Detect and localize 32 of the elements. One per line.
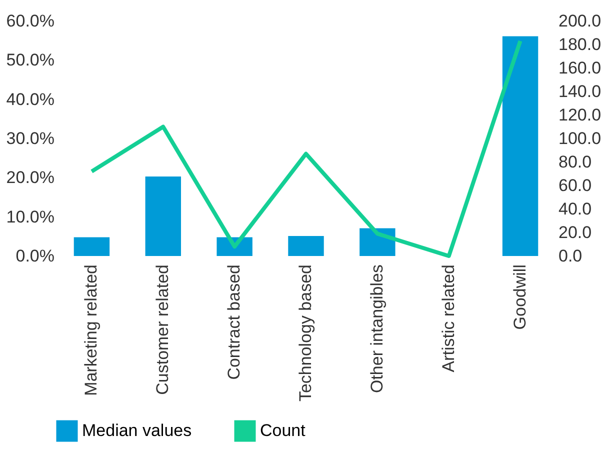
bar [288,236,324,256]
y2-tick-label: 60.0 [558,176,592,195]
y-tick-label: 20.0% [6,168,54,188]
y-tick-label: 40.0% [6,90,54,109]
x-tick-label: Artistic related [438,264,458,372]
line-series [90,38,522,258]
legend-label: Count [260,421,306,440]
x-tick-label: Customer related [153,264,172,395]
x-tick-label: Technology based [296,264,315,402]
x-tick-label: Other intangibles [367,264,386,394]
bar [145,176,181,256]
legend-label: Median values [82,421,192,440]
y-tick-label: 50.0% [6,50,54,70]
y-tick-label: 0.0% [16,246,54,266]
y-tick-label: 30.0% [6,129,54,148]
x-tick-label: Contract based [224,264,244,380]
y2-tick-label: 100.0 [558,129,602,148]
y2-tick-label: 80.0 [558,152,592,172]
y2-tick-label: 40.0 [558,200,592,218]
y2-tick-label: 180.0 [558,35,602,54]
bar [74,237,110,256]
x-tick-label: Goodwill [510,264,530,330]
y-tick-label: 10.0% [6,207,54,226]
y2-tick-label: 20.0 [558,223,592,242]
y2-tick-label: 160.0 [558,58,602,78]
y2-tick-label: 200.0 [558,12,602,30]
x-tick-label: Marketing related [82,264,101,396]
y-tick-label: 60.0% [6,12,54,30]
y2-tick-label: 0.0 [558,246,582,266]
y2-tick-label: 140.0 [558,82,602,101]
bar [502,36,538,256]
y2-tick-label: 120.0 [558,106,602,124]
